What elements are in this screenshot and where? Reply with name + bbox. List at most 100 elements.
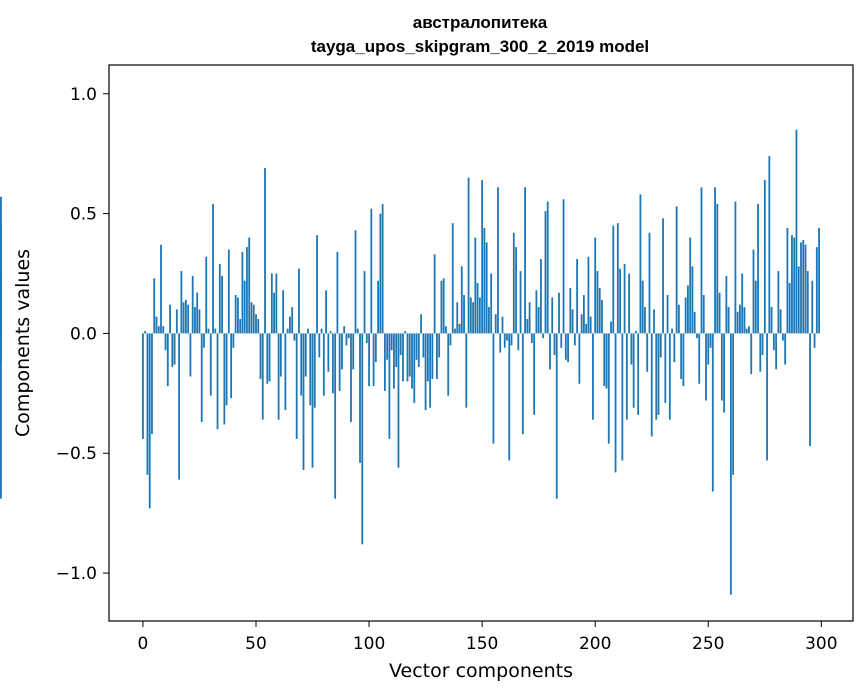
y-axis-label: Components values (12, 249, 34, 437)
bar-132 (440, 280, 443, 334)
bar-70 (300, 333, 303, 396)
bar-297 (813, 333, 816, 348)
bar-136 (449, 333, 452, 346)
bar-120 (413, 333, 416, 403)
bar-134 (445, 326, 447, 334)
bar-79 (320, 328, 323, 334)
bar-127 (429, 333, 432, 408)
bar-160 (503, 333, 506, 348)
bar-267 (745, 328, 748, 334)
bar-291 (800, 242, 802, 334)
bar-76 (313, 333, 316, 408)
bar-224 (648, 232, 651, 334)
x-axis-ticks: 0 50 100 150 200 250 300 (138, 621, 838, 654)
bar-227 (655, 333, 658, 420)
bar-151 (483, 227, 486, 334)
bar-252 (711, 333, 714, 492)
bar-165 (515, 247, 517, 334)
bar-248 (702, 295, 705, 334)
bar-244 (693, 311, 696, 334)
bar-138 (454, 328, 456, 334)
bar-11 (166, 333, 169, 387)
bar-192 (576, 259, 579, 334)
bar-274 (761, 333, 764, 355)
bar-277 (768, 156, 771, 334)
bar-273 (759, 333, 762, 372)
bar-52 (259, 333, 262, 379)
bar-202 (598, 287, 601, 334)
x-tick-label: 0 (138, 634, 149, 654)
bar-17 (180, 271, 183, 334)
bar-176 (540, 259, 542, 334)
bar-204 (603, 333, 606, 387)
bar-64 (286, 328, 289, 334)
bar-123 (420, 314, 422, 334)
bar-201 (596, 271, 599, 334)
bar-216 (630, 333, 633, 365)
bar-184 (558, 292, 560, 334)
bar-139 (456, 302, 459, 334)
bar-144 (467, 177, 470, 334)
bar-81 (325, 290, 327, 334)
bar-166 (517, 333, 520, 351)
bar-159 (501, 316, 504, 334)
bar-41 (234, 295, 237, 334)
bar-148 (476, 283, 479, 334)
bar-115 (402, 333, 404, 382)
bar-197 (587, 256, 590, 334)
bar-63 (284, 333, 287, 411)
bar-12 (169, 304, 171, 334)
bar-211 (619, 268, 621, 334)
bar-276 (766, 333, 768, 461)
bar-280 (775, 333, 778, 370)
x-tick-label: 200 (579, 634, 611, 654)
bar-130 (436, 333, 438, 379)
bar-284 (784, 333, 787, 365)
bar-101 (370, 208, 373, 334)
bar-146 (472, 302, 474, 334)
bar-53 (261, 333, 264, 420)
bar-262 (734, 201, 737, 334)
bar-80 (322, 333, 325, 396)
bar-268 (748, 326, 750, 334)
bar-38 (227, 249, 230, 334)
bar-97 (361, 333, 364, 545)
bar-293 (804, 244, 807, 334)
bar-255 (718, 292, 721, 334)
bar-264 (739, 304, 741, 334)
bar-150 (481, 180, 484, 334)
bar-292 (802, 239, 805, 334)
bar-74 (309, 333, 312, 406)
bar-68 (295, 333, 298, 439)
bar-undefined (0, 196, 2, 334)
bar-108 (386, 333, 389, 360)
bar-129 (433, 254, 436, 334)
bar-51 (257, 319, 260, 334)
bar-288 (793, 237, 796, 334)
bar-122 (417, 333, 420, 367)
bar-20 (187, 304, 190, 334)
bar-215 (628, 273, 631, 334)
bar-289 (795, 129, 798, 334)
bar-34 (218, 263, 221, 334)
bar-234 (671, 328, 673, 334)
bar-135 (447, 333, 450, 396)
bar-84 (331, 333, 334, 394)
bar-21 (189, 333, 192, 377)
x-axis-label: Vector components (389, 660, 573, 682)
bar-275 (763, 180, 766, 334)
bar-4 (151, 333, 153, 435)
bar-279 (772, 333, 775, 351)
bar-25 (198, 309, 201, 334)
bar-49 (252, 304, 255, 334)
x-tick-label: 300 (805, 634, 837, 654)
bar-218 (635, 331, 637, 334)
bar-253 (714, 187, 716, 334)
bar-23 (194, 307, 196, 334)
bar-196 (585, 323, 588, 334)
bar-199 (592, 333, 594, 420)
bar-230 (662, 218, 664, 334)
bar-177 (542, 333, 545, 339)
bar-258 (725, 275, 728, 334)
